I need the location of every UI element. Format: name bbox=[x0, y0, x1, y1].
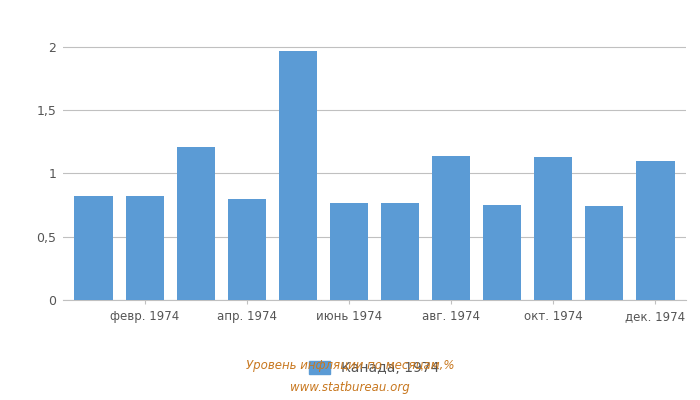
Legend: Канада, 1974: Канада, 1974 bbox=[304, 356, 445, 381]
Bar bbox=[381, 202, 419, 300]
Bar bbox=[279, 51, 317, 300]
Text: Уровень инфляции по месяцам,%: Уровень инфляции по месяцам,% bbox=[246, 360, 454, 372]
Bar bbox=[534, 157, 573, 300]
Bar bbox=[176, 147, 215, 300]
Bar bbox=[228, 199, 266, 300]
Bar bbox=[432, 156, 470, 300]
Bar bbox=[636, 161, 675, 300]
Text: www.statbureau.org: www.statbureau.org bbox=[290, 382, 410, 394]
Bar bbox=[585, 206, 624, 300]
Bar bbox=[125, 196, 164, 300]
Bar bbox=[74, 196, 113, 300]
Bar bbox=[330, 202, 368, 300]
Bar bbox=[483, 205, 522, 300]
